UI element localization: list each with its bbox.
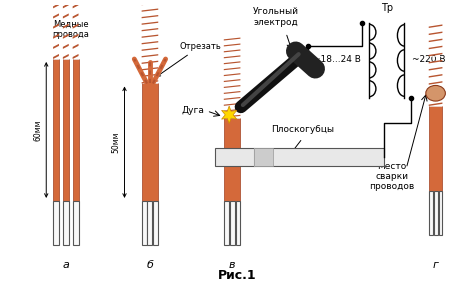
Text: 50мм: 50мм (111, 131, 120, 153)
Polygon shape (429, 81, 442, 85)
Polygon shape (224, 97, 240, 100)
Text: 60мм: 60мм (33, 119, 42, 141)
Polygon shape (224, 103, 240, 106)
Polygon shape (429, 24, 442, 28)
Text: ~220 В: ~220 В (412, 54, 446, 64)
Text: Тр: Тр (381, 3, 393, 13)
Polygon shape (142, 28, 158, 31)
Text: ~18...24 В: ~18...24 В (313, 54, 361, 64)
Text: Угольный
электрод: Угольный электрод (253, 7, 299, 27)
Text: а: а (63, 260, 69, 270)
Polygon shape (142, 67, 158, 71)
Polygon shape (53, 13, 59, 19)
Polygon shape (147, 201, 152, 245)
Polygon shape (53, 59, 59, 201)
Polygon shape (142, 74, 158, 77)
Polygon shape (438, 191, 442, 235)
Polygon shape (63, 59, 69, 201)
Text: Дуга: Дуга (182, 106, 205, 116)
Text: Место
сварки
проводов: Место сварки проводов (369, 161, 414, 191)
Polygon shape (73, 3, 79, 9)
Polygon shape (224, 61, 240, 64)
Polygon shape (429, 53, 442, 56)
Polygon shape (53, 24, 59, 29)
Ellipse shape (426, 85, 446, 101)
Polygon shape (142, 48, 158, 51)
Polygon shape (429, 46, 442, 49)
Polygon shape (73, 44, 79, 49)
Polygon shape (154, 201, 158, 245)
Polygon shape (142, 201, 146, 245)
Polygon shape (142, 15, 158, 18)
Text: Медные
провода: Медные провода (52, 20, 89, 40)
Polygon shape (224, 43, 240, 47)
Polygon shape (63, 34, 69, 39)
Polygon shape (142, 84, 158, 201)
Polygon shape (73, 34, 79, 39)
Polygon shape (73, 24, 79, 29)
Polygon shape (224, 55, 240, 58)
Polygon shape (142, 61, 158, 64)
Polygon shape (429, 39, 442, 42)
Polygon shape (224, 109, 240, 112)
Polygon shape (63, 13, 69, 19)
Polygon shape (73, 201, 79, 245)
Polygon shape (429, 60, 442, 64)
Text: в: в (229, 260, 236, 270)
Polygon shape (53, 54, 59, 59)
Text: Отрезать: Отрезать (157, 42, 221, 76)
Polygon shape (73, 13, 79, 19)
Polygon shape (224, 73, 240, 76)
Polygon shape (142, 41, 158, 44)
Polygon shape (53, 201, 59, 245)
Polygon shape (142, 2, 158, 5)
Polygon shape (53, 3, 59, 9)
Polygon shape (142, 35, 158, 38)
Polygon shape (63, 54, 69, 59)
Polygon shape (429, 88, 442, 92)
Text: Плоскогубцы: Плоскогубцы (271, 125, 334, 134)
Polygon shape (429, 191, 433, 235)
Polygon shape (224, 38, 240, 40)
Polygon shape (429, 32, 442, 35)
Polygon shape (63, 201, 69, 245)
Polygon shape (142, 9, 158, 12)
Polygon shape (63, 44, 69, 49)
Polygon shape (142, 80, 158, 84)
Polygon shape (429, 95, 442, 99)
Polygon shape (429, 106, 442, 191)
Polygon shape (142, 22, 158, 25)
Polygon shape (434, 191, 438, 235)
Polygon shape (224, 201, 228, 245)
Polygon shape (63, 24, 69, 29)
Polygon shape (254, 148, 273, 166)
Polygon shape (63, 3, 69, 9)
Polygon shape (224, 85, 240, 88)
Polygon shape (224, 50, 240, 52)
Polygon shape (73, 59, 79, 201)
Polygon shape (224, 118, 240, 201)
Polygon shape (53, 44, 59, 49)
Polygon shape (221, 106, 237, 124)
Polygon shape (53, 34, 59, 39)
Polygon shape (73, 54, 79, 59)
Polygon shape (224, 79, 240, 82)
Polygon shape (236, 201, 240, 245)
Text: б: б (146, 260, 154, 270)
Polygon shape (230, 201, 235, 245)
Polygon shape (429, 67, 442, 71)
Polygon shape (142, 54, 158, 57)
Polygon shape (429, 102, 442, 106)
Text: г: г (433, 260, 438, 270)
Polygon shape (215, 148, 384, 166)
Text: Рис.1: Рис.1 (218, 269, 256, 282)
Polygon shape (224, 67, 240, 70)
Polygon shape (224, 115, 240, 118)
Polygon shape (224, 91, 240, 94)
Polygon shape (429, 74, 442, 78)
